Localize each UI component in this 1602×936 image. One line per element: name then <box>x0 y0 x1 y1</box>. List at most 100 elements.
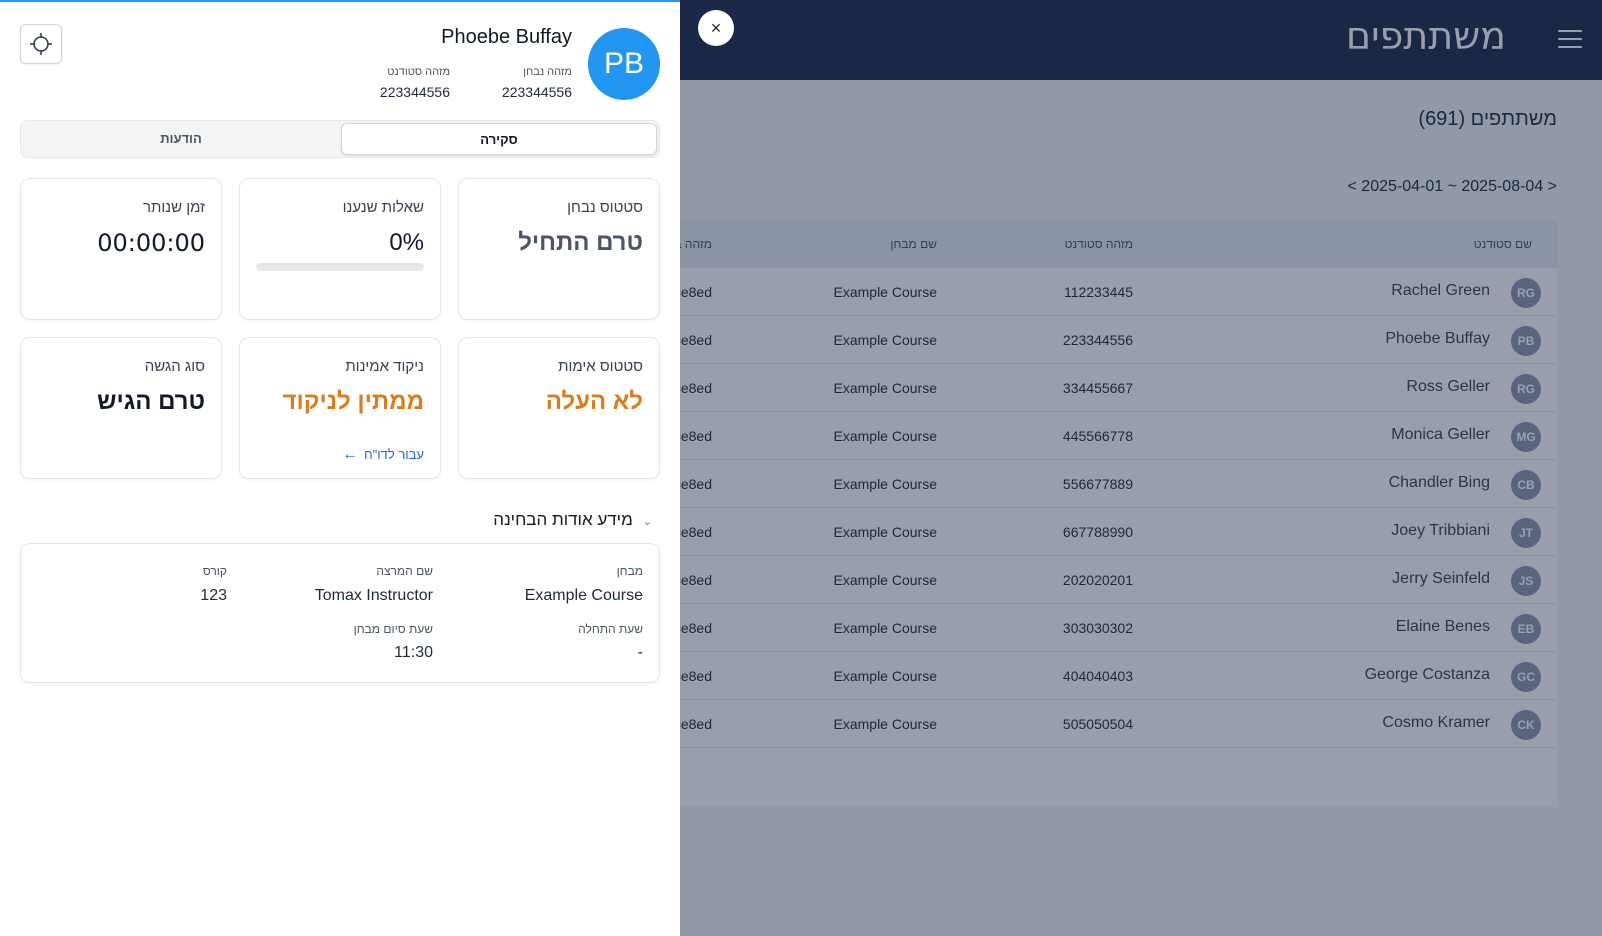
row-avatar: RG <box>1511 374 1541 404</box>
row-student-name: Elaine Benes <box>1395 618 1490 635</box>
row-exam-name: Example Course <box>833 428 938 444</box>
row-student-id: 667788990 <box>1062 524 1133 540</box>
header-exam-name[interactable]: שם מבחן <box>890 237 937 251</box>
student-id-value: 223344556 <box>379 84 450 100</box>
page-title: משתתפים <box>1345 14 1506 58</box>
row-student-name: Cosmo Kramer <box>1382 714 1490 731</box>
student-name: Phoebe Buffay <box>441 26 572 48</box>
row-avatar: MG <box>1511 422 1541 452</box>
row-student-name: George Costanza <box>1364 666 1490 683</box>
row-avatar: GC <box>1511 662 1541 692</box>
time-remaining-value: 00:00:00 <box>97 229 205 257</box>
course-value: 123 <box>200 587 227 604</box>
row-student-id: 202020201 <box>1062 572 1133 588</box>
row-student-id: 223344556 <box>1062 332 1133 348</box>
credibility-score-card: ניקוד אמינות ממתין לניקוד עבור לדו"ח ← <box>239 337 441 479</box>
go-to-report-label: עבור לדו"ח <box>364 447 424 462</box>
exam-info-panel: מבחן Example Course שם המרצה Tomax Instr… <box>20 543 660 683</box>
row-exam-name: Example Course <box>833 572 938 588</box>
row-student-id: 556677889 <box>1062 476 1133 492</box>
start-time-value: - <box>637 644 643 661</box>
exam-id-value: 223344556 <box>501 84 572 100</box>
go-to-report-link[interactable]: עבור לדו"ח ← <box>342 446 424 464</box>
questions-answered-card: שאלות שנענו 0% <box>239 178 441 320</box>
participants-count: משתתפים (691) <box>1418 108 1557 130</box>
row-student-name: Jerry Seinfeld <box>1392 570 1490 587</box>
submission-type-value: טרם הגיש <box>97 388 205 415</box>
row-student-id: 445566778 <box>1062 428 1133 444</box>
row-avatar: JS <box>1511 566 1541 596</box>
row-avatar: EB <box>1511 614 1541 644</box>
row-student-name: Chandler Bing <box>1388 474 1490 491</box>
row-exam-name: Example Course <box>833 668 938 684</box>
date-range-selector[interactable]: < 2025-04-01 ~ 2025-08-04 > <box>1347 178 1558 195</box>
table-row[interactable]: PB Phoebe Buffay 223344556 Example Course ef… <box>0 316 1557 364</box>
tab-notifications[interactable]: הודעות <box>160 131 202 146</box>
chevron-down-icon: ⌄ <box>642 516 652 528</box>
student-id-block: מזהה סטודנט 223344556 <box>380 66 450 100</box>
row-student-name: Monica Geller <box>1391 426 1490 443</box>
instructor-value: Tomax Instructor <box>314 587 433 604</box>
course-label: קורס <box>202 564 227 578</box>
exam-info-title: מידע אודות הבחינה <box>493 510 633 529</box>
row-exam-name: Example Course <box>833 620 938 636</box>
instructor-label: שם המרצה <box>376 564 433 578</box>
tab-overview[interactable]: סקירה <box>341 123 657 155</box>
examinee-status-card: סטטוס נבחן טרם התחיל <box>458 178 660 320</box>
header-student-name[interactable]: שם סטודנט <box>1473 237 1532 251</box>
exam-label: מבחן <box>616 564 643 578</box>
table-row[interactable]: RG Ross Geller 334455667 Example Course ef3e… <box>0 364 1557 412</box>
credibility-score-label: ניקוד אמינות <box>345 358 424 375</box>
row-avatar: CK <box>1511 710 1541 740</box>
student-id-label: מזהה סטודנט <box>387 66 450 78</box>
row-exam-name: Example Course <box>833 476 938 492</box>
student-avatar: PB <box>588 28 660 100</box>
table-row[interactable]: EB Elaine Benes 303030302 Example Course ef3… <box>0 604 1557 652</box>
time-remaining-label: זמן שנותר <box>143 199 205 216</box>
row-exam-name: Example Course <box>833 716 938 732</box>
examinee-status-label: סטטוס נבחן <box>567 199 643 216</box>
row-exam-name: Example Course <box>833 284 938 300</box>
menu-icon[interactable] <box>1558 30 1582 50</box>
verification-status-card: סטטוס אימות לא העלה <box>458 337 660 479</box>
end-time-value: 11:30 <box>394 644 433 661</box>
submission-type-card: סוג הגשה טרם הגיש <box>20 337 222 479</box>
exam-id-block: מזהה נבחן 223344556 <box>502 66 572 100</box>
row-student-name: Ross Geller <box>1406 378 1490 395</box>
row-avatar: RG <box>1511 278 1541 308</box>
questions-answered-value: 0% <box>389 229 424 256</box>
row-student-id: 112233445 <box>1063 284 1133 300</box>
start-time-label: שעת התחלה <box>578 622 643 636</box>
drawer-tabs: סקירה הודעות <box>20 120 660 158</box>
table-row[interactable]: MG Monica Geller 445566778 Example Course ef… <box>0 412 1557 460</box>
exam-value: Example Course <box>524 587 643 604</box>
table-row[interactable]: JT Joey Tribbiani 667788990 Example Course e… <box>0 508 1557 556</box>
row-student-id: 404040403 <box>1062 668 1133 684</box>
row-avatar: PB <box>1511 326 1541 356</box>
row-student-id: 505050504 <box>1062 716 1133 732</box>
header-student-id[interactable]: מזהה סטודנט <box>1064 237 1133 251</box>
examinee-status-value: טרם התחיל <box>518 229 643 256</box>
row-avatar: CB <box>1511 470 1541 500</box>
questions-answered-label: שאלות שנענו <box>342 199 424 216</box>
close-button[interactable]: × <box>698 10 734 46</box>
end-time-label: שעת סיום מבחן <box>353 622 433 636</box>
row-student-id: 334455667 <box>1062 380 1133 396</box>
row-student-name: Phoebe Buffay <box>1385 330 1490 347</box>
verification-status-label: סטטוס אימות <box>558 358 643 375</box>
verification-status-value: לא העלה <box>545 388 643 415</box>
row-student-name: Rachel Green <box>1391 282 1490 299</box>
arrow-left-icon: ← <box>342 446 359 463</box>
questions-progress-bar <box>256 263 424 271</box>
row-exam-name: Example Course <box>833 332 938 348</box>
crosshair-icon <box>30 33 52 55</box>
exam-id-label: מזהה נבחן <box>523 66 572 78</box>
table-row[interactable]: RG Rachel Green 112233445 Example Course ef3… <box>0 268 1557 316</box>
exam-info-toggle[interactable]: ⌄ מידע אודות הבחינה <box>493 510 652 530</box>
row-student-id: 303030302 <box>1062 620 1133 636</box>
time-remaining-card: זמן שנותר 00:00:00 <box>20 178 222 320</box>
credibility-score-value: ממתין לניקוד <box>282 388 424 415</box>
table-row[interactable]: CB Chandler Bing 556677889 Example Course ef… <box>0 460 1557 508</box>
row-exam-name: Example Course <box>833 524 938 540</box>
locate-button[interactable] <box>20 24 62 64</box>
